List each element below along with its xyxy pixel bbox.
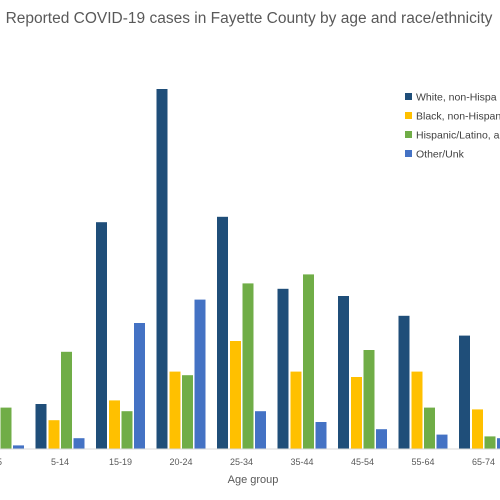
bar-4-6 bbox=[315, 422, 327, 449]
bar-4-4 bbox=[194, 299, 206, 449]
bar-2-5 bbox=[230, 341, 241, 449]
x-tick-label: 15-19 bbox=[109, 457, 132, 467]
bar-4-3 bbox=[134, 323, 145, 449]
x-tick-label: 5-14 bbox=[51, 457, 69, 467]
bar-3-1 bbox=[0, 407, 12, 449]
legend-swatch-1 bbox=[405, 93, 412, 100]
bar-2-4 bbox=[169, 371, 181, 449]
bar-2-8 bbox=[411, 371, 423, 449]
bar-1-7 bbox=[338, 296, 349, 449]
bar-2-3 bbox=[109, 400, 120, 449]
legend-label-2: Black, non-Hispan bbox=[416, 111, 500, 123]
legend-label-3: Hispanic/Latino, a bbox=[416, 130, 500, 142]
legend-label-4: Other/Unk bbox=[416, 149, 465, 161]
x-axis-label: Age group bbox=[228, 474, 279, 486]
bar-1-5 bbox=[217, 216, 228, 449]
bar-2-9 bbox=[472, 409, 483, 449]
bar-4-2 bbox=[73, 438, 85, 449]
bar-3-7 bbox=[363, 350, 375, 449]
bar-2-6 bbox=[290, 371, 302, 449]
bar-4-8 bbox=[436, 434, 448, 449]
legend-label-1: White, non-Hispa bbox=[416, 92, 497, 104]
x-tick-label: 20-24 bbox=[169, 457, 192, 467]
bar-2-7 bbox=[351, 377, 362, 449]
bar-1-9 bbox=[459, 335, 470, 449]
legend-swatch-3 bbox=[405, 131, 412, 138]
bar-4-1 bbox=[13, 445, 24, 449]
x-tick-labels: 5 5-14 15-19 20-24 25-34 35-44 45-54 55-64 65-74 bbox=[0, 457, 495, 467]
bar-1-4 bbox=[156, 89, 168, 449]
bar-3-6 bbox=[303, 274, 314, 449]
bar-3-3 bbox=[121, 411, 133, 449]
x-tick-label: 65-74 bbox=[472, 457, 495, 467]
bar-1-8 bbox=[398, 315, 410, 449]
x-tick-label: 25-34 bbox=[230, 457, 253, 467]
bar-3-4 bbox=[182, 375, 193, 449]
bar-4-7 bbox=[376, 429, 387, 449]
x-tick-label: 45-54 bbox=[351, 457, 374, 467]
bar-3-8 bbox=[424, 407, 435, 449]
x-tick-label: 5 bbox=[0, 457, 2, 467]
bar-1-6 bbox=[277, 288, 289, 449]
bars-group bbox=[0, 89, 500, 449]
legend: White, non-Hispa Black, non-Hispan Hispani… bbox=[405, 92, 500, 161]
chart-title: Reported COVID-19 cases in Fayette Count… bbox=[6, 10, 493, 27]
bar-1-3 bbox=[96, 222, 107, 449]
bar-4-5 bbox=[255, 411, 266, 449]
legend-swatch-2 bbox=[405, 112, 412, 119]
bar-4-9 bbox=[497, 438, 500, 449]
bar-2-2 bbox=[48, 420, 60, 449]
bar-3-9 bbox=[484, 436, 496, 449]
x-tick-label: 35-44 bbox=[290, 457, 313, 467]
bar-3-2 bbox=[61, 351, 72, 449]
bar-3-5 bbox=[242, 283, 254, 449]
legend-swatch-4 bbox=[405, 150, 412, 157]
x-tick-label: 55-64 bbox=[411, 457, 434, 467]
bar-1-2 bbox=[35, 404, 47, 449]
